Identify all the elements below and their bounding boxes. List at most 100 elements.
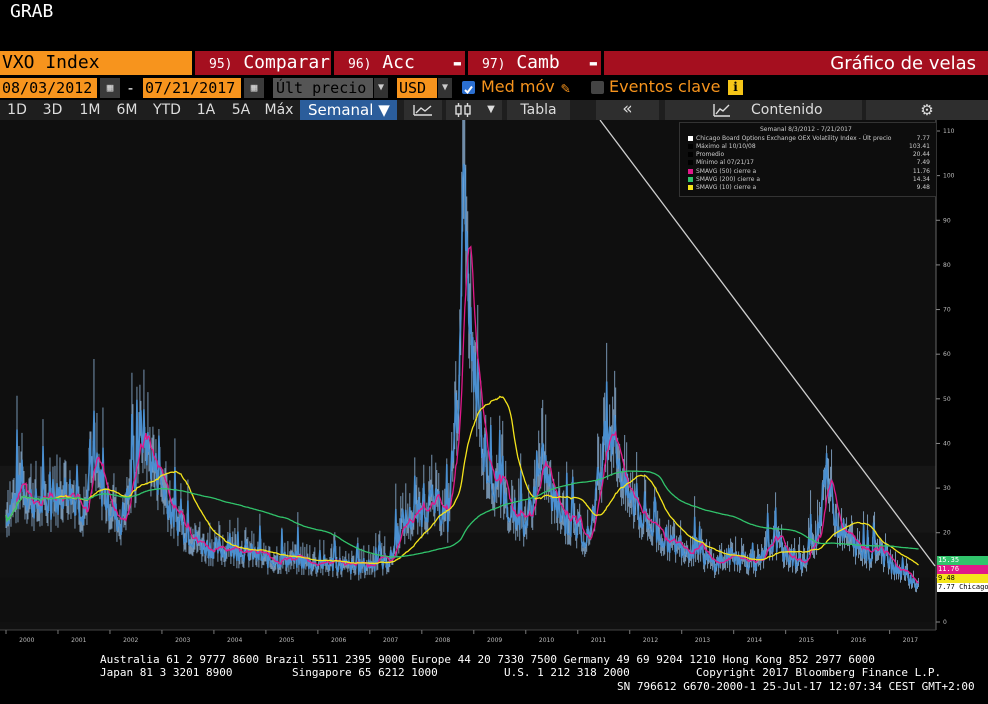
period-max[interactable]: Máx — [264, 102, 294, 118]
x-tick-label: 2002 — [123, 637, 138, 644]
ticker-field[interactable]: VXO Index — [0, 51, 192, 75]
x-tick-label: 2017 — [903, 637, 918, 644]
y-tick-label: 110 — [943, 128, 955, 135]
period-3d[interactable]: 3D — [42, 102, 63, 118]
y-tick-label: 30 — [943, 485, 951, 492]
gear-icon[interactable]: ⚙ — [866, 100, 988, 120]
legend-row-sma200: SMAVG (200) cierre a 14.34 — [688, 176, 934, 184]
x-tick-label: 2008 — [435, 637, 450, 644]
legend-swatch — [688, 144, 693, 149]
legend-row-max: Máximo al 10/10/08 103.41 — [688, 143, 934, 151]
actions-button[interactable]: 96) Acc ▬ — [334, 51, 465, 75]
y-tick-label: 50 — [943, 396, 951, 403]
x-tick-label: 2004 — [227, 637, 242, 644]
chart-icon — [713, 104, 730, 117]
table-button[interactable]: Tabla — [507, 100, 570, 120]
frequency-select[interactable]: Semanal ▼ — [300, 100, 397, 120]
legend-header: Semanal 8/3/2012 - 7/21/2017 — [760, 126, 852, 133]
axis-layer: 0102030405060708090100110200020012002200… — [0, 120, 955, 644]
sma10-line — [5, 245, 919, 584]
legend-row-sma10: SMAVG (10) cierre a 9.48 — [688, 184, 934, 192]
period-1d[interactable]: 1D — [7, 102, 27, 118]
x-tick-label: 2012 — [643, 637, 658, 644]
y-tick-label: 20 — [943, 530, 951, 537]
info-icon[interactable]: i — [728, 80, 743, 95]
footer-session-line: SN 796612 G670-2000-1 25-Jul-17 12:07:34… — [617, 680, 975, 693]
last-value-tag: 9.48 — [937, 574, 988, 583]
footer-phone-line-2: Japan 81 3 3201 8900 Singapore 65 6212 1… — [100, 666, 942, 679]
chevron-down-icon[interactable]: ▼ — [374, 78, 388, 98]
x-tick-label: 2009 — [487, 637, 502, 644]
x-tick-label: 2010 — [539, 637, 554, 644]
last-value-tag: 7.77 Chicago B — [937, 583, 988, 592]
legend-row-price: Chicago Board Options Exchange OEX Volat… — [688, 135, 934, 143]
candlestick-icon[interactable] — [446, 100, 480, 120]
x-tick-label: 2016 — [851, 637, 866, 644]
calendar-icon[interactable]: ▦ — [100, 78, 120, 98]
end-date-field[interactable]: 07/21/2017 — [143, 78, 241, 98]
period-1a[interactable]: 1A — [196, 102, 216, 118]
x-tick-label: 2007 — [383, 637, 398, 644]
legend-swatch — [688, 185, 693, 190]
chart-type-label[interactable]: Gráfico de velas — [604, 51, 988, 75]
change-button-label: Camb — [516, 52, 560, 73]
price-field-select[interactable]: Últ precio — [273, 78, 373, 98]
chevron-down-icon: ▬ — [453, 56, 461, 70]
collapse-back-button[interactable]: « — [596, 100, 659, 120]
chevron-down-icon[interactable]: ▼ — [438, 78, 452, 98]
currency-select[interactable]: USD — [397, 78, 437, 98]
last-value-tag: 11.76 — [937, 565, 988, 574]
legend-swatch — [688, 136, 693, 141]
legend-swatch — [688, 169, 693, 174]
period-6m[interactable]: 6M — [116, 102, 138, 118]
start-date-field[interactable]: 08/03/2012 — [0, 78, 97, 98]
volatility-chart: 0102030405060708090100110200020012002200… — [0, 120, 955, 644]
app-title: GRAB — [10, 1, 54, 22]
pencil-icon[interactable]: ✎ — [561, 79, 571, 97]
y-tick-label: 0 — [943, 619, 947, 626]
actions-button-label: Acc — [382, 52, 415, 73]
period-1m[interactable]: 1M — [79, 102, 101, 118]
contents-button[interactable]: Contenido — [665, 100, 862, 120]
compare-button-label: Comparar — [243, 52, 331, 73]
trend-line — [599, 120, 936, 567]
y-tick-label: 90 — [943, 217, 951, 224]
sma50-line — [5, 395, 919, 566]
moving-average-checkbox[interactable] — [462, 81, 475, 95]
chevron-down-icon[interactable]: ▼ — [480, 100, 502, 120]
x-tick-label: 2001 — [71, 637, 86, 644]
chart-legend: Semanal 8/3/2012 - 7/21/2017 Chicago Boa… — [679, 122, 937, 197]
legend-swatch — [688, 177, 693, 182]
key-events-checkbox[interactable] — [591, 81, 604, 94]
compare-button-number: 95) — [209, 57, 233, 72]
line-chart-icon[interactable] — [404, 100, 442, 120]
period-5a[interactable]: 5A — [231, 102, 251, 118]
y-tick-label: 40 — [943, 440, 951, 447]
series-layer — [5, 120, 920, 593]
footer-phone-line-1: Australia 61 2 9777 8600 Brazil 5511 239… — [100, 653, 875, 666]
price-line — [5, 163, 920, 590]
x-tick-label: 2014 — [747, 637, 762, 644]
plot-band — [0, 577, 936, 622]
x-tick-label: 2003 — [175, 637, 190, 644]
legend-row-average: Promedio 20.44 — [688, 151, 934, 159]
period-ytd[interactable]: YTD — [153, 102, 181, 118]
y-tick-label: 100 — [943, 173, 955, 180]
key-events-label[interactable]: Eventos clave — [609, 77, 721, 96]
x-tick-label: 2000 — [19, 637, 34, 644]
y-tick-label: 60 — [943, 351, 951, 358]
compare-button[interactable]: 95) Comparar — [195, 51, 331, 75]
calendar-icon[interactable]: ▦ — [244, 78, 264, 98]
y-tick-label: 80 — [943, 262, 951, 269]
legend-row-min: Mínimo al 07/21/17 7.49 — [688, 159, 934, 167]
legend-swatch — [688, 160, 693, 165]
date-separator: - — [126, 79, 136, 97]
plot-band — [0, 465, 936, 533]
chevron-down-icon: ▬ — [589, 56, 597, 70]
moving-average-label[interactable]: Med móv — [481, 77, 555, 96]
y-tick-label: 70 — [943, 307, 951, 314]
change-button-number: 97) — [482, 57, 506, 72]
x-tick-label: 2006 — [331, 637, 346, 644]
change-button[interactable]: 97) Camb ▬ — [468, 51, 601, 75]
x-tick-label: 2015 — [799, 637, 814, 644]
